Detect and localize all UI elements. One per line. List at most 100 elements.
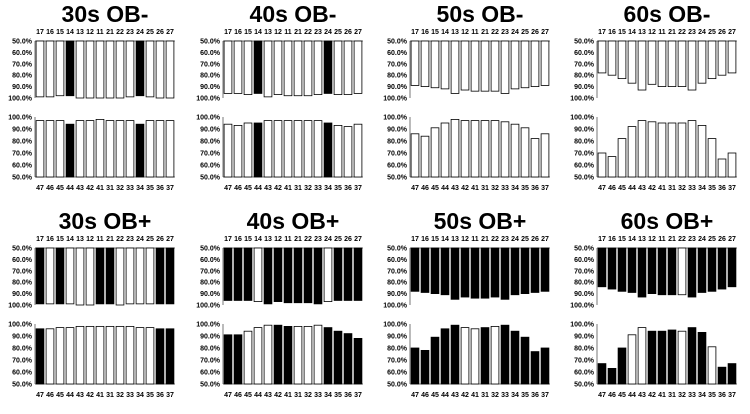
upper-bar — [430, 247, 440, 294]
lower-tooth-label: 33 — [126, 185, 134, 192]
upper-tooth-label: 22 — [678, 29, 686, 36]
lower-tooth-label: 43 — [638, 185, 646, 192]
lower-tooth-label: 45 — [431, 392, 439, 399]
upper-tooth-label: 15 — [56, 29, 64, 36]
lower-y-tick: 100.0% — [383, 322, 408, 329]
lower-tooth-label: 32 — [304, 392, 312, 399]
upper-y-tick: 100.0% — [8, 96, 33, 103]
upper-tooth-label: 22 — [678, 236, 686, 243]
upper-bar — [727, 40, 737, 74]
lower-bar — [155, 120, 165, 178]
lower-bar — [343, 126, 353, 178]
upper-bar — [697, 40, 707, 84]
lower-tooth-label: 31 — [481, 185, 489, 192]
upper-bar — [85, 247, 95, 306]
lower-y-tick: 60.0% — [12, 370, 33, 377]
upper-y-tick: 90.0% — [574, 84, 595, 91]
lower-tooth-label: 31 — [668, 185, 676, 192]
lower-bar — [647, 330, 657, 385]
upper-tooth-label: 24 — [324, 29, 332, 36]
lower-bar — [313, 324, 323, 385]
lower-bar — [243, 330, 253, 385]
lower-bar — [687, 120, 697, 178]
lower-tooth-label: 43 — [76, 185, 84, 192]
upper-tooth-label: 15 — [244, 29, 252, 36]
lower-y-tick: 80.0% — [200, 346, 221, 353]
upper-bar — [65, 247, 75, 305]
upper-bar — [530, 40, 540, 87]
chart-30s-obminus: 30s OB- 17 16 15 14 13 12 11 21 22 23 24 25 26 27 50.0%… — [8, 1, 175, 192]
upper-tooth-label: 14 — [441, 29, 449, 36]
upper-bar — [283, 40, 293, 97]
upper-bar — [263, 247, 273, 305]
lower-bar — [223, 334, 233, 385]
lower-tooth-label: 45 — [56, 185, 64, 192]
upper-bar — [303, 40, 313, 97]
lower-bar — [430, 127, 440, 178]
upper-bar — [677, 40, 687, 87]
upper-tooth-label: 21 — [481, 236, 489, 243]
upper-bar — [125, 247, 135, 305]
lower-bar — [440, 122, 450, 178]
upper-bar — [647, 40, 657, 85]
upper-tooth-label: 26 — [156, 236, 164, 243]
upper-bar — [637, 247, 647, 298]
lower-tooth-label: 45 — [618, 185, 626, 192]
upper-tooth-label: 12 — [461, 29, 469, 36]
chart-title: 30s OB- — [62, 1, 149, 27]
upper-bar — [470, 247, 480, 299]
lower-bar — [95, 119, 105, 178]
lower-bar — [520, 336, 530, 385]
lower-bar — [85, 325, 95, 385]
lower-bar — [145, 327, 155, 385]
lower-bar — [283, 325, 293, 385]
upper-tooth-label: 23 — [688, 236, 696, 243]
lower-bar — [627, 334, 637, 385]
lower-tooth-label: 35 — [521, 392, 529, 399]
upper-tooth-label: 21 — [294, 29, 302, 36]
lower-bar — [125, 120, 135, 178]
upper-tooth-label: 23 — [501, 29, 509, 36]
upper-y-tick: 100.0% — [8, 303, 33, 310]
lower-bar — [450, 119, 460, 178]
lower-tooth-label: 37 — [354, 185, 362, 192]
upper-tooth-label: 27 — [354, 236, 362, 243]
upper-y-tick: 80.0% — [12, 73, 33, 80]
upper-bar — [55, 247, 65, 305]
lower-tooth-label: 36 — [156, 392, 164, 399]
upper-tooth-label: 24 — [511, 29, 519, 36]
lower-bar — [717, 366, 727, 385]
upper-y-tick: 60.0% — [200, 257, 221, 264]
upper-y-tick: 70.0% — [12, 61, 33, 68]
upper-bar — [75, 247, 85, 306]
upper-bar — [677, 247, 687, 296]
lower-bar — [293, 325, 303, 385]
lower-tooth-label: 35 — [708, 185, 716, 192]
lower-bar — [430, 336, 440, 385]
lower-bar — [303, 120, 313, 178]
lower-tooth-label: 33 — [501, 392, 509, 399]
lower-y-tick: 90.0% — [12, 127, 33, 134]
upper-bar — [470, 40, 480, 92]
upper-tooth-label: 17 — [224, 29, 232, 36]
upper-bar — [85, 40, 95, 99]
lower-bar — [303, 325, 313, 385]
upper-y-tick: 80.0% — [12, 280, 33, 287]
upper-tooth-label: 14 — [254, 236, 262, 243]
upper-tooth-label: 12 — [86, 236, 94, 243]
upper-bar — [35, 40, 45, 98]
upper-bar — [145, 40, 155, 98]
upper-y-tick: 70.0% — [387, 61, 408, 68]
lower-bar — [510, 330, 520, 385]
upper-y-tick: 80.0% — [387, 280, 408, 287]
lower-bar — [55, 120, 65, 178]
upper-bar — [440, 247, 450, 296]
lower-bar — [460, 327, 470, 385]
upper-tooth-label: 21 — [668, 29, 676, 36]
upper-tooth-label: 21 — [294, 236, 302, 243]
upper-bar — [333, 40, 343, 95]
upper-tooth-label: 24 — [511, 236, 519, 243]
upper-tooth-label: 21 — [106, 236, 114, 243]
upper-y-tick: 100.0% — [383, 96, 408, 103]
lower-bar — [637, 120, 647, 178]
